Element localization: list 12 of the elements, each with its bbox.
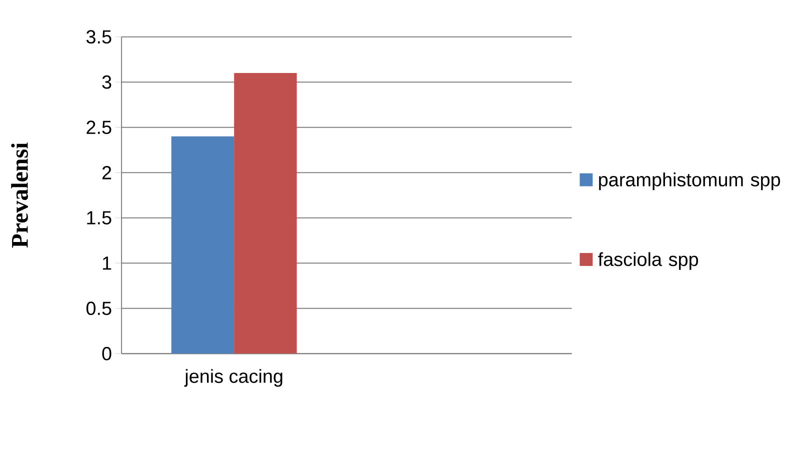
y-tick-label: 3.5 bbox=[86, 30, 112, 44]
y-axis-title: Prevalensi bbox=[11, 142, 28, 248]
y-tick-label: 0 bbox=[102, 346, 112, 360]
y-tick-label: 2 bbox=[102, 166, 112, 180]
y-tick-label: 3 bbox=[102, 75, 112, 89]
legend-label: paramphistomum spp bbox=[599, 172, 780, 190]
y-tick-label: 2.5 bbox=[86, 120, 112, 134]
y-tick-label: 1 bbox=[102, 256, 112, 270]
y-tick-label: 1.5 bbox=[87, 211, 112, 224]
x-tick-label: jenis cacing bbox=[184, 369, 282, 387]
legend-label: fasciola spp bbox=[598, 252, 698, 270]
y-tick-label: 0.5 bbox=[86, 302, 112, 315]
